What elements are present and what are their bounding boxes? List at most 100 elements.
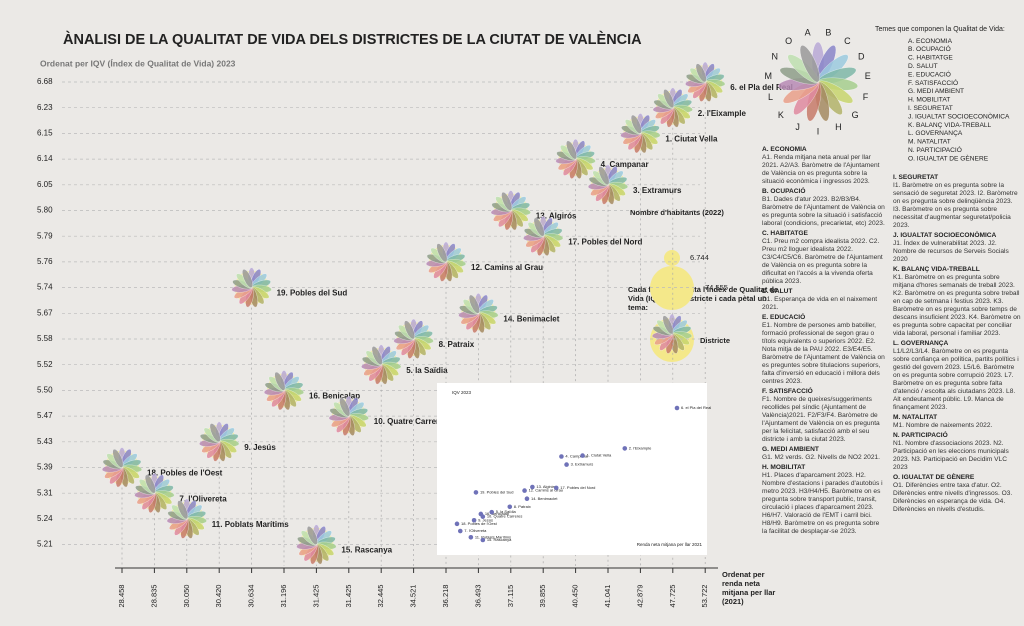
x-tick-label: 30.420	[214, 585, 223, 608]
theme-name: J. IGUALTAT SOCIOECONÒMICA	[908, 111, 1010, 120]
inset-point-label: 12. Camins al Grau	[529, 488, 563, 493]
theme-letter: C	[844, 36, 851, 46]
petal	[404, 320, 415, 340]
inset-point	[622, 446, 628, 451]
theme-name: F. SATISFACCIÓ	[908, 78, 958, 87]
descriptions-right: I. SEGURETAT I1. Baròmetre on es pregunta…	[893, 172, 1021, 516]
y-tick-label: 5.31	[37, 488, 53, 497]
petal	[306, 526, 318, 545]
inset-point-label: 10. Quatre Carreres	[487, 514, 523, 519]
description-text: K1. Baròmetre on es pregunta sobre mitja…	[893, 274, 1021, 337]
inset-point-label: 2. l'Eixample	[629, 445, 652, 450]
inset-point-label: 17. Pobles del Nord	[560, 485, 595, 490]
population-large: 74.555	[705, 283, 728, 292]
y-tick-label: 5.79	[37, 231, 53, 240]
district-flower	[296, 524, 337, 565]
y-tick-label: 5.39	[37, 463, 53, 472]
description-text: G1. M2 verds. G2. Nivells de NO2 2021.	[762, 454, 881, 461]
district-label: 9. Jesús	[244, 443, 276, 452]
y-tick-label: 5.67	[37, 308, 53, 317]
y-tick-label: 6.23	[37, 103, 53, 112]
inset-y-label: IQV 2023	[452, 390, 472, 395]
inset-point	[468, 535, 474, 540]
description-heading: D. SALUT	[762, 288, 793, 295]
petal	[468, 294, 480, 314]
inset-point	[674, 405, 680, 411]
district-flower	[328, 395, 369, 436]
theme-name: A. ECONOMIA	[908, 38, 953, 45]
district-label: 16. Benicalap	[309, 392, 360, 401]
title: ÀNALISI DE LA QUALITAT DE VIDA DELS DIST…	[63, 31, 642, 48]
theme-letter: G	[852, 110, 859, 120]
petal	[501, 191, 513, 211]
population-legend-title: Nombre d'habitants (2022)	[630, 208, 724, 217]
inset-point	[480, 514, 486, 519]
x-tick-label: 39.855	[538, 585, 547, 608]
x-tick-label: 53.722	[700, 585, 709, 608]
y-tick-label: 5.24	[37, 514, 53, 523]
description-heading: A. ECONOMIA	[762, 146, 807, 153]
theme-letter: N	[771, 51, 778, 61]
population-circle-large	[650, 266, 694, 310]
district-label: 4. Campanar	[601, 160, 649, 169]
district-label: 7. l'Olivereta	[179, 494, 227, 503]
inset-point	[559, 454, 564, 459]
subtitle: Ordenat per IQV (Índex de Qualitat de Vi…	[40, 58, 236, 68]
description-heading: C. HABITATGE	[762, 230, 808, 237]
inset-point-label: 14. Benimaclet	[531, 496, 558, 501]
x-tick-label: 40.450	[571, 585, 580, 608]
petal	[436, 243, 448, 263]
y-tick-label: 5.43	[37, 437, 53, 446]
inset-point-label: 1. Ciutat Vella	[587, 453, 612, 458]
description-text: M1. Nombre de naixements 2022.	[893, 422, 993, 429]
district-label: 11. Poblats Marítims	[212, 520, 289, 529]
district-label: 10. Quatre Carreres	[374, 417, 449, 426]
district-flower	[555, 138, 596, 179]
description-heading: K. BALANÇ VIDA-TREBALL	[893, 266, 980, 273]
inset-point-label: 15. Rascanya	[487, 537, 512, 542]
x-tick-label: 34.521	[409, 585, 418, 608]
inset-point	[471, 517, 477, 523]
district-flower	[685, 61, 726, 102]
inset-point-label: 9. Jesús	[478, 517, 493, 522]
inset-point	[524, 496, 530, 501]
petal	[209, 423, 221, 443]
petal	[695, 63, 707, 83]
y-tick-label: 5.74	[37, 283, 53, 292]
theme-name: H. MOBILITAT	[908, 97, 950, 104]
theme-name: C. HABITATGE	[908, 55, 953, 62]
district-label: 13. Algirós	[536, 212, 577, 221]
theme-name: D. SALUT	[908, 63, 938, 70]
theme-letter: J	[795, 122, 800, 132]
inset-point-label: 13. Algirós	[536, 484, 555, 489]
x-tick-label: 37.115	[506, 585, 515, 607]
petal	[533, 217, 545, 237]
inset-point	[473, 490, 479, 495]
description-text: O1. Diferències entre taxa d'atur. O2. D…	[893, 482, 1013, 513]
inset-point-label: 8. Patraix	[514, 504, 531, 509]
description-text: F1. Nombre de queixes/suggeriments recol…	[762, 396, 880, 443]
theme-letter: F	[863, 92, 869, 102]
description-text: E1. Nombre de persones amb batxiller, fo…	[762, 322, 885, 385]
district-label: 6. el Pla del Real	[730, 83, 793, 92]
district-flower	[199, 421, 240, 462]
flower-note: Cada flor representa l'Índex de Qualitat…	[628, 285, 778, 312]
district-label: 8. Patraix	[439, 340, 475, 349]
district-flower	[490, 190, 531, 231]
inset-point	[522, 488, 527, 493]
y-tick-label: 5.52	[37, 360, 53, 369]
x-tick-label: 36.218	[441, 585, 450, 608]
inset-point-label: 6. el Pla del Real	[681, 405, 711, 410]
petal	[371, 346, 383, 365]
district-flower	[587, 164, 629, 205]
district-flower	[393, 318, 434, 359]
population-small: 6.744	[690, 253, 709, 262]
theme-name: K. BALANÇ VIDA-TREBALL	[908, 122, 992, 129]
x-tick-label: 47.725	[668, 585, 677, 608]
description-text: A1. Renda mitjana neta anual per llar 20…	[762, 154, 880, 185]
inset-point-label: 5. la Saïdia	[496, 509, 517, 514]
inset-point-label: 7. l'Olivereta	[464, 528, 487, 533]
description-text: C1. Preu m2 compra idealista 2022. C2. P…	[762, 238, 883, 285]
petal	[598, 166, 610, 186]
theme-flower	[778, 41, 858, 122]
